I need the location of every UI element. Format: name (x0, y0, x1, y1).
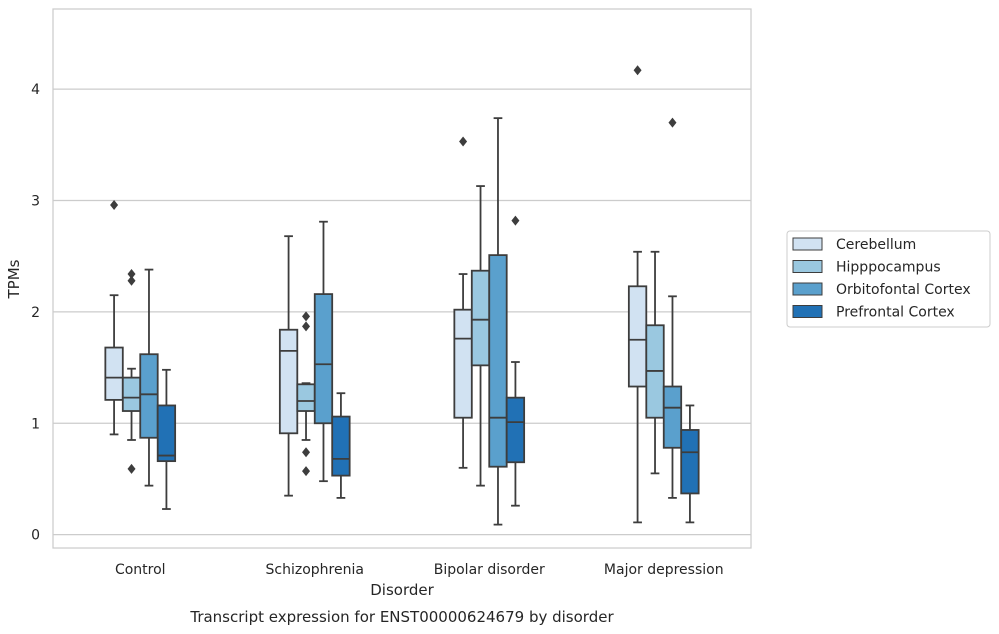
outlier-point (127, 275, 136, 286)
box-iqr (680, 429, 700, 495)
box-iqr (488, 254, 508, 468)
outlier-point (302, 321, 311, 332)
box-group (662, 117, 683, 499)
outlier-point (302, 311, 311, 322)
chart-caption: Transcript expression for ENST0000062467… (189, 608, 614, 626)
legend-swatch (792, 237, 823, 251)
box-iqr (627, 285, 648, 388)
y-tick-label: 0 (31, 528, 40, 544)
legend-swatch (792, 305, 823, 318)
legend-label: Hipppocampus (836, 260, 941, 276)
legend-frame (786, 230, 991, 328)
y-axis-label: TPMs (5, 259, 23, 299)
box-group (331, 392, 351, 499)
x-tick-label: Bipolar disorder (434, 562, 545, 578)
tick-layer: 0 1 2 3 4 Control Schizophrenia Bipolar disorde… (31, 82, 724, 578)
outlier-point (668, 117, 677, 128)
box-group (278, 235, 299, 497)
box-group (627, 65, 648, 524)
outlier-point (633, 65, 642, 76)
box-group (296, 311, 316, 477)
box-iqr (453, 308, 473, 419)
y-tick-label: 4 (31, 82, 40, 98)
legend-label: Orbitofontal Cortex (836, 282, 971, 298)
box-group (680, 404, 700, 524)
box-group (505, 215, 526, 507)
box-iqr (121, 376, 142, 412)
box-iqr (331, 415, 351, 477)
box-group (488, 117, 508, 526)
box-iqr (139, 353, 159, 439)
outlier-point (302, 447, 311, 458)
box-iqr (662, 385, 683, 449)
legend: Cerebellum Hipppocampus Orbitofontal Corte… (786, 230, 991, 328)
box-iqr (278, 328, 299, 435)
x-tick-label: Schizophrenia (266, 562, 364, 578)
box-group (121, 269, 142, 474)
box-iqr (470, 269, 491, 367)
y-tick-label: 1 (31, 416, 40, 432)
box-group (156, 368, 177, 510)
outlier-point (459, 136, 468, 147)
box-group (139, 268, 159, 487)
box-group (453, 136, 473, 469)
outlier-point (511, 215, 520, 226)
plot-frame (52, 8, 752, 549)
x-tick-label: Control (115, 562, 166, 578)
legend-label: Cerebellum (836, 237, 916, 253)
box-group (645, 250, 665, 475)
y-tick-label: 3 (31, 194, 40, 210)
legend-label: Prefrontal Cortex (836, 305, 955, 321)
box-iqr (156, 404, 177, 463)
box-group (313, 220, 334, 483)
x-axis-label: Disorder (370, 581, 434, 599)
plot-layer (104, 65, 700, 526)
legend-swatch (792, 260, 823, 273)
x-tick-label: Major depression (604, 562, 724, 578)
box-iqr (313, 293, 334, 425)
outlier-point (302, 466, 311, 477)
legend-swatch (792, 282, 823, 296)
box-iqr (505, 396, 526, 464)
y-tick-label: 2 (31, 305, 40, 321)
box-iqr (104, 346, 124, 401)
outlier-point (127, 463, 136, 474)
outlier-point (127, 269, 136, 280)
outlier-point (110, 200, 119, 210)
box-iqr (296, 383, 316, 412)
box-group (104, 200, 124, 436)
